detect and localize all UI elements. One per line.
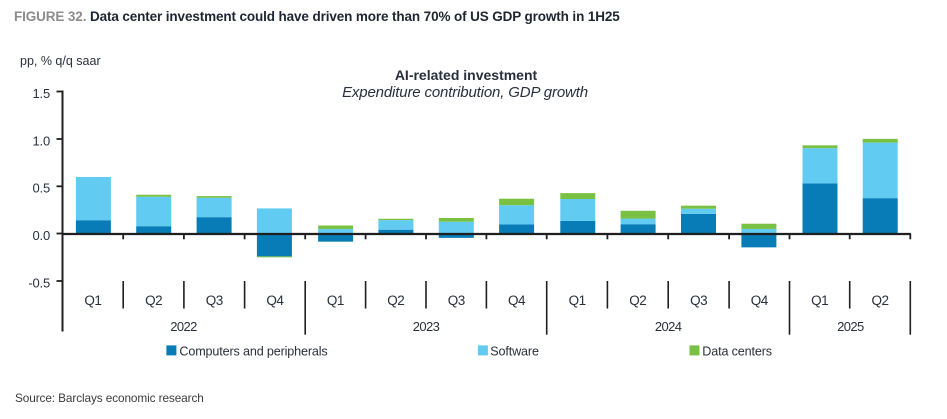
svg-text:1.0: 1.0 (33, 133, 50, 148)
svg-text:2024: 2024 (655, 319, 682, 334)
svg-text:2022: 2022 (170, 319, 197, 334)
svg-text:Q1: Q1 (84, 293, 101, 308)
svg-text:Q4: Q4 (751, 293, 769, 308)
svg-text:0.0: 0.0 (33, 228, 50, 243)
svg-text:Q1: Q1 (327, 293, 344, 308)
svg-text:Computers and peripherals: Computers and peripherals (179, 344, 327, 358)
svg-text:Q4: Q4 (266, 293, 284, 308)
svg-text:Q3: Q3 (448, 293, 465, 308)
svg-text:Source: Barclays economic rese: Source: Barclays economic research (15, 391, 204, 405)
svg-text:Q2: Q2 (871, 293, 888, 308)
svg-text:Q4: Q4 (508, 293, 526, 308)
svg-text:Q2: Q2 (145, 293, 162, 308)
svg-text:Q2: Q2 (387, 293, 404, 308)
svg-text:Q2: Q2 (629, 293, 646, 308)
svg-text:Q1: Q1 (569, 293, 586, 308)
svg-text:2025: 2025 (837, 319, 864, 334)
svg-text:1.5: 1.5 (33, 86, 50, 101)
svg-text:Q3: Q3 (690, 293, 707, 308)
svg-text:Q1: Q1 (811, 293, 828, 308)
svg-text:2023: 2023 (413, 319, 440, 334)
svg-text:Software: Software (490, 344, 539, 358)
svg-text:-0.5: -0.5 (28, 275, 50, 290)
svg-text:0.5: 0.5 (33, 181, 50, 196)
svg-text:Q3: Q3 (206, 293, 223, 308)
svg-text:Data centers: Data centers (702, 344, 772, 358)
